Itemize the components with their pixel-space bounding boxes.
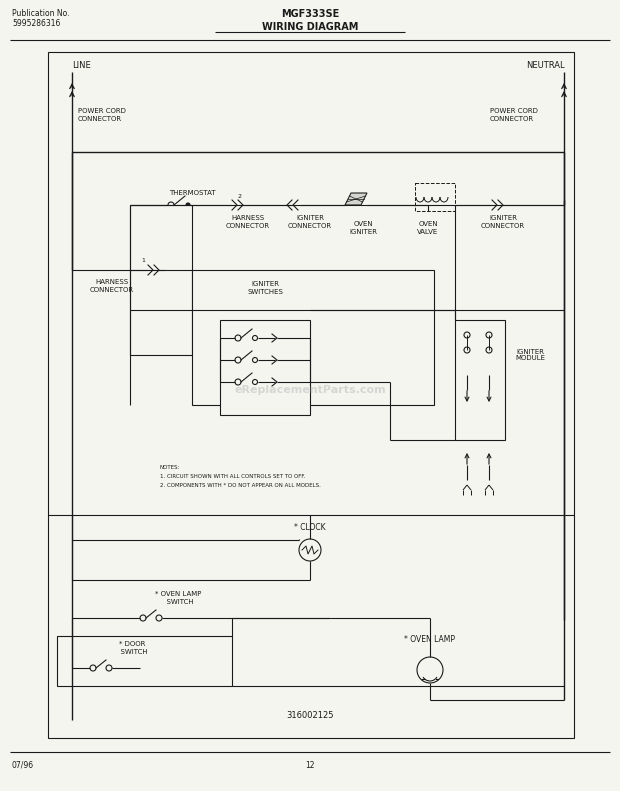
Text: 1. CIRCUIT SHOWN WITH ALL CONTROLS SET TO OFF.: 1. CIRCUIT SHOWN WITH ALL CONTROLS SET T… (160, 474, 306, 479)
Text: 2. COMPONENTS WITH * DO NOT APPEAR ON ALL MODELS.: 2. COMPONENTS WITH * DO NOT APPEAR ON AL… (160, 483, 321, 488)
Circle shape (299, 539, 321, 561)
Text: 316002125: 316002125 (286, 710, 334, 720)
Text: IGNITER
SWITCHES: IGNITER SWITCHES (247, 282, 283, 294)
Text: * OVEN LAMP: * OVEN LAMP (404, 635, 456, 645)
Text: MGF333SE: MGF333SE (281, 9, 339, 19)
Text: eReplacementParts.com: eReplacementParts.com (234, 385, 386, 395)
Text: HARNESS
CONNECTOR: HARNESS CONNECTOR (90, 279, 134, 293)
Text: IGNITER
CONNECTOR: IGNITER CONNECTOR (288, 215, 332, 229)
Text: OVEN
VALVE: OVEN VALVE (417, 221, 438, 234)
Text: IGNITER
CONNECTOR: IGNITER CONNECTOR (481, 215, 525, 229)
Polygon shape (345, 193, 367, 205)
Bar (455, 320, 505, 440)
Text: IGNITER
MODULE: IGNITER MODULE (515, 349, 545, 361)
Text: HARNESS
CONNECTOR: HARNESS CONNECTOR (226, 215, 270, 229)
Text: * OVEN LAMP
  SWITCH: * OVEN LAMP SWITCH (155, 592, 201, 604)
Text: POWER CORD
CONNECTOR: POWER CORD CONNECTOR (490, 108, 538, 122)
Circle shape (417, 657, 443, 683)
Text: LINE: LINE (72, 60, 91, 70)
Bar (220, 320, 310, 415)
Text: 1: 1 (141, 258, 145, 263)
Text: 12: 12 (305, 760, 315, 770)
Text: NEUTRAL: NEUTRAL (526, 60, 565, 70)
Text: WIRING DIAGRAM: WIRING DIAGRAM (262, 22, 358, 32)
Text: Publication No.: Publication No. (12, 9, 69, 18)
Text: * CLOCK: * CLOCK (294, 524, 326, 532)
Text: POWER CORD
CONNECTOR: POWER CORD CONNECTOR (78, 108, 126, 122)
Bar (415, 183, 455, 211)
Bar (192, 270, 434, 405)
Circle shape (186, 203, 190, 207)
Text: OVEN
IGNITER: OVEN IGNITER (349, 221, 377, 234)
Text: 07/96: 07/96 (12, 760, 34, 770)
Bar (130, 205, 192, 355)
Bar (57, 636, 232, 686)
Text: * DOOR
  SWITCH: * DOOR SWITCH (116, 642, 148, 654)
Text: THERMOSTAT: THERMOSTAT (169, 190, 215, 196)
Bar (48, 52, 574, 738)
Text: NOTES:: NOTES: (160, 465, 180, 470)
Text: 2: 2 (238, 194, 242, 199)
Text: 5995286316: 5995286316 (12, 20, 60, 28)
